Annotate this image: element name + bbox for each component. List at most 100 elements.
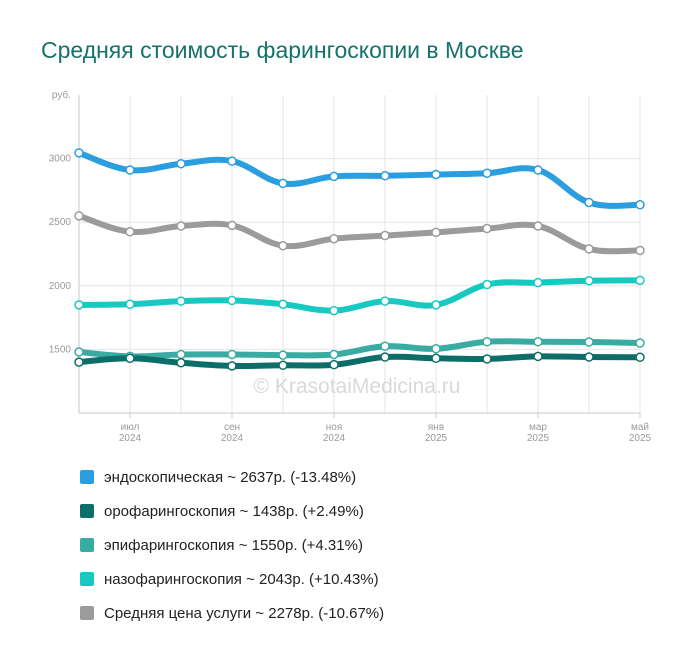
data-point (533, 165, 543, 175)
data-point (635, 352, 645, 363)
data-point (431, 227, 441, 238)
legend-item[interactable]: назофарингоскопия ~ 2043р. (+10.43%) (80, 562, 384, 596)
data-point (380, 341, 390, 351)
data-point (584, 275, 594, 286)
data-point (74, 211, 84, 221)
data-point (74, 300, 84, 310)
y-tick-label: 3000 (49, 154, 72, 165)
data-point (278, 360, 288, 371)
legend-swatch (80, 470, 94, 484)
x-tick-year: 2025 (527, 433, 550, 444)
x-tick-month: янв (428, 422, 444, 433)
data-point (482, 279, 492, 290)
data-point (227, 361, 237, 371)
y-tick-label: 1500 (49, 344, 72, 355)
x-tick-month: июл (121, 422, 140, 433)
x-tick-year: 2024 (323, 433, 346, 444)
legend: эндоскопическая ~ 2637р. (-13.48%) орофар… (80, 460, 384, 630)
legend-label: назофарингоскопия ~ 2043р. (+10.43%) (104, 570, 379, 588)
series-lines (76, 149, 643, 370)
series-points (74, 148, 645, 371)
data-point (380, 296, 390, 306)
data-point (584, 197, 594, 208)
series-line-1 (76, 212, 643, 255)
data-point (74, 357, 84, 367)
data-point (533, 337, 543, 347)
series-line-0 (76, 149, 643, 209)
data-point (380, 352, 390, 362)
legend-label: Средняя цена услуги ~ 2278р. (-10.67%) (104, 604, 385, 622)
legend-swatch (80, 606, 94, 620)
data-point (635, 200, 645, 210)
data-point (278, 350, 288, 360)
data-point (125, 165, 135, 175)
legend-item[interactable]: Средняя цена услуги ~ 2278р. (-10.67%) (80, 596, 384, 630)
x-tick-year: 2024 (119, 433, 142, 444)
data-point (482, 223, 492, 234)
data-point (584, 352, 594, 362)
data-point (635, 275, 645, 286)
data-point (278, 178, 288, 189)
data-point (125, 299, 135, 309)
data-point (431, 300, 441, 310)
data-point (125, 353, 135, 364)
data-point (278, 240, 288, 251)
data-point (380, 230, 390, 241)
data-point (74, 347, 84, 357)
data-point (533, 221, 543, 231)
x-tick-year: 2024 (221, 433, 244, 444)
y-tick-label: 2000 (49, 281, 72, 292)
data-point (533, 351, 543, 362)
data-point (176, 349, 186, 360)
data-point (584, 244, 594, 254)
legend-label: эпифарингоскопия ~ 1550р. (+4.31%) (104, 536, 363, 554)
data-point (431, 353, 441, 364)
y-tick-label: 2500 (49, 217, 72, 228)
series-line-2 (76, 277, 643, 314)
x-tick-month: ноя (326, 422, 343, 433)
data-point (482, 337, 492, 347)
data-point (176, 296, 186, 306)
legend-swatch (80, 572, 94, 586)
data-point (227, 156, 237, 166)
legend-label: орофарингоскопия ~ 1438р. (+2.49%) (104, 502, 364, 520)
grid (78, 95, 641, 413)
data-point (380, 171, 390, 181)
x-tick-month: сен (224, 422, 240, 433)
legend-swatch (80, 538, 94, 552)
legend-item[interactable]: эпифарингоскопия ~ 1550р. (+4.31%) (80, 528, 384, 562)
watermark: © KrasotaiMedicina.ru (254, 375, 461, 398)
data-point (74, 148, 84, 158)
chart-title: Средняя стоимость фарингоскопии в Москве (41, 37, 524, 63)
data-point (584, 337, 594, 347)
data-point (329, 233, 339, 244)
data-point (431, 344, 441, 354)
data-point (329, 305, 339, 316)
data-point (227, 349, 237, 360)
data-point (635, 245, 645, 256)
x-tick-year: 2025 (629, 433, 652, 444)
x-tick-month: май (631, 422, 649, 433)
data-point (227, 295, 237, 306)
legend-swatch (80, 504, 94, 518)
legend-item[interactable]: эндоскопическая ~ 2637р. (-13.48%) (80, 460, 384, 494)
legend-label: эндоскопическая ~ 2637р. (-13.48%) (104, 468, 357, 486)
data-point (329, 171, 339, 182)
data-point (176, 221, 186, 231)
data-point (482, 354, 492, 364)
data-point (278, 299, 288, 309)
data-point (635, 338, 645, 348)
data-point (533, 277, 543, 288)
data-point (329, 359, 339, 370)
data-point (329, 349, 339, 360)
data-point (482, 168, 492, 178)
data-point (176, 358, 186, 368)
data-point (125, 226, 135, 237)
x-tick-year: 2025 (425, 433, 448, 444)
data-point (176, 158, 186, 169)
x-tick-month: мар (529, 422, 547, 433)
data-point (227, 220, 237, 231)
y-axis-label: руб. (52, 89, 71, 101)
legend-item[interactable]: орофарингоскопия ~ 1438р. (+2.49%) (80, 494, 384, 528)
